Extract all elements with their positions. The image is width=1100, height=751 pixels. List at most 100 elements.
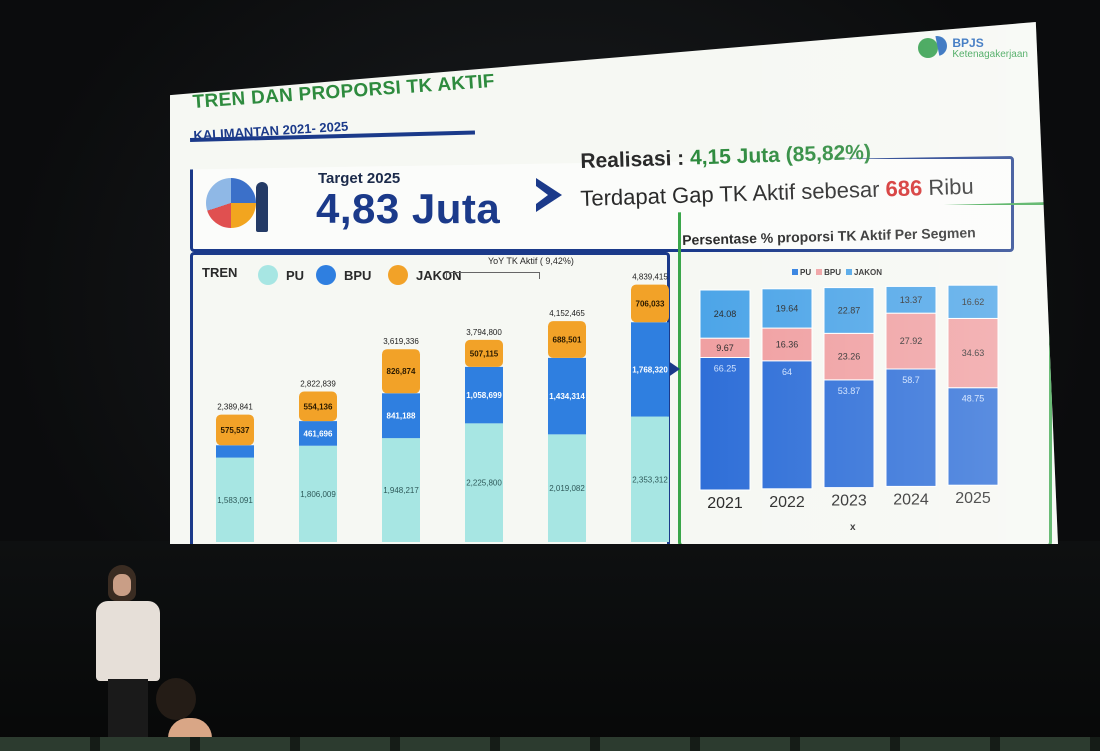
presenter bbox=[92, 565, 167, 751]
prop-bar-jakon-3 bbox=[885, 285, 937, 314]
prop-label-jakon-3: 13.37 bbox=[900, 295, 923, 305]
prop-label-pu-3: 58.7 bbox=[902, 375, 920, 385]
bar-jakon-4 bbox=[548, 321, 586, 358]
legend-bpu: BPU bbox=[316, 265, 371, 285]
total-label-4: 4,152,465 bbox=[549, 309, 585, 318]
legend-item-bpu: BPU bbox=[816, 268, 841, 277]
prop-label-bpu-2: 23.26 bbox=[838, 352, 861, 362]
legend-jakon-swatch bbox=[388, 265, 408, 285]
bar-label-bpu-3: 1,058,699 bbox=[466, 391, 502, 400]
auditorium-seats bbox=[0, 737, 1100, 751]
bar-label-bpu-2: 841,188 bbox=[387, 412, 416, 421]
prop-bar-pu-3 bbox=[885, 368, 937, 487]
prop-label-jakon-4: 16.62 bbox=[962, 297, 985, 307]
bar-pu-3 bbox=[465, 423, 503, 542]
prop-label-jakon-0: 24.08 bbox=[714, 309, 737, 319]
gap-value: 686 bbox=[885, 175, 923, 202]
prop-bar-jakon-4 bbox=[947, 284, 999, 319]
bar-pu-4 bbox=[548, 434, 586, 542]
logo-name: BPJS bbox=[952, 35, 984, 50]
yoy-annotation: YoY TK Aktif ( 9,42%) bbox=[488, 256, 574, 266]
bar-label-jakon-1: 554,136 bbox=[304, 402, 333, 411]
target-value: 4,83 Juta bbox=[316, 185, 501, 232]
bar-jakon-1 bbox=[299, 391, 337, 422]
bar-bpu-3 bbox=[465, 366, 503, 424]
bar-pu-5 bbox=[631, 416, 669, 542]
bar-bpu-0 bbox=[216, 445, 254, 458]
trend-title: TREN bbox=[202, 265, 238, 280]
bar-jakon-5 bbox=[631, 284, 669, 323]
bar-label-bpu-5: 1,768,320 bbox=[632, 365, 668, 374]
bar-bpu-5 bbox=[631, 322, 669, 417]
prop-bar-pu-0 bbox=[699, 357, 751, 491]
target-label: Target 2025 bbox=[318, 170, 401, 187]
bar-label-jakon-2: 826,874 bbox=[387, 367, 416, 376]
bpjs-logo-icon bbox=[918, 36, 948, 60]
projection-screen: TREN DAN PROPORSI TK AKTIF KALIMANTAN 20… bbox=[170, 22, 1058, 544]
bar-label-jakon-4: 688,501 bbox=[553, 336, 582, 345]
prop-bar-bpu-4 bbox=[947, 317, 999, 389]
prop-bar-jakon-0 bbox=[699, 289, 751, 339]
prop-bar-bpu-2 bbox=[823, 332, 875, 381]
prop-label-pu-1: 64 bbox=[782, 367, 792, 377]
bar-label-pu-1: 1,806,009 bbox=[300, 490, 336, 499]
bar-bpu-4 bbox=[548, 357, 586, 435]
bar-label-bpu-1: 461,696 bbox=[304, 429, 333, 438]
prop-bar-bpu-1 bbox=[761, 327, 813, 362]
bar-label-jakon-0: 575,537 bbox=[221, 426, 250, 435]
logo-tagline: Ketenagakerjaan bbox=[952, 48, 1028, 60]
legend-pu: PU bbox=[258, 265, 304, 285]
total-label-2: 3,619,336 bbox=[383, 337, 419, 346]
prop-x-tick-3: 2024 bbox=[893, 491, 929, 508]
legend-item-jakon: JAKON bbox=[846, 268, 882, 277]
bar-label-pu-4: 2,019,082 bbox=[549, 484, 585, 493]
prop-label-jakon-1: 19.64 bbox=[776, 303, 799, 313]
prop-bar-bpu-3 bbox=[885, 312, 937, 370]
prop-label-bpu-4: 34.63 bbox=[962, 348, 985, 358]
total-label-1: 2,822,839 bbox=[300, 380, 336, 389]
bar-pu-0 bbox=[216, 457, 254, 542]
prop-label-bpu-1: 16.36 bbox=[776, 339, 799, 349]
bar-bpu-2 bbox=[382, 393, 420, 439]
bar-label-pu-2: 1,948,217 bbox=[383, 486, 419, 495]
trend-bar-chart: 1,583,091575,5372,389,84120211,806,00946… bbox=[216, 273, 669, 542]
total-label-0: 2,389,841 bbox=[217, 403, 253, 412]
bar-pu-1 bbox=[299, 445, 337, 542]
prop-bar-pu-1 bbox=[761, 360, 813, 490]
prop-bar-pu-2 bbox=[823, 379, 875, 489]
realisasi-value: 4,15 Juta (85,82%) bbox=[689, 140, 872, 170]
proportion-legend: PU BPU JAKON bbox=[792, 268, 882, 277]
legend-item-pu: PU bbox=[792, 268, 811, 277]
prop-x-tick-1: 2022 bbox=[769, 494, 805, 511]
prop-x-tick-2: 2023 bbox=[831, 493, 867, 510]
chevron-right-icon bbox=[536, 178, 562, 212]
bar-bpu-1 bbox=[299, 421, 337, 446]
prop-label-pu-4: 48.75 bbox=[962, 394, 985, 404]
prop-label-jakon-2: 22.87 bbox=[838, 305, 861, 315]
prop-bar-jakon-1 bbox=[761, 288, 813, 329]
total-label-5: 4,839,415 bbox=[632, 273, 668, 282]
bar-label-jakon-5: 706,033 bbox=[636, 299, 665, 308]
total-label-3: 3,794,800 bbox=[466, 328, 502, 337]
bpjs-logo: BPJS Ketenagakerjaan bbox=[918, 36, 1028, 60]
bar-jakon-3 bbox=[465, 339, 503, 367]
bar-label-bpu-4: 1,434,314 bbox=[549, 392, 585, 401]
analytics-illustration-icon bbox=[206, 174, 276, 240]
prop-bar-pu-4 bbox=[947, 387, 999, 486]
legend-pu-swatch bbox=[258, 265, 278, 285]
prop-label-bpu-3: 27.92 bbox=[900, 336, 923, 346]
prop-label-bpu-0: 9.67 bbox=[716, 343, 734, 353]
bar-jakon-0 bbox=[216, 414, 254, 446]
bar-pu-2 bbox=[382, 438, 420, 542]
bar-label-jakon-3: 507,115 bbox=[470, 349, 499, 358]
prop-label-pu-2: 53.87 bbox=[838, 386, 861, 396]
bar-label-pu-3: 2,225,800 bbox=[466, 479, 502, 488]
yoy-bracket bbox=[446, 272, 540, 279]
prop-label-pu-0: 66.25 bbox=[714, 364, 737, 374]
prop-bar-jakon-2 bbox=[823, 287, 875, 334]
legend-jakon: JAKON bbox=[388, 265, 462, 285]
bar-label-pu-5: 2,353,312 bbox=[632, 475, 668, 484]
prop-x-tick-4: 2025 bbox=[955, 490, 991, 507]
legend-bpu-swatch bbox=[316, 265, 336, 285]
bar-label-pu-0: 1,583,091 bbox=[217, 496, 253, 505]
